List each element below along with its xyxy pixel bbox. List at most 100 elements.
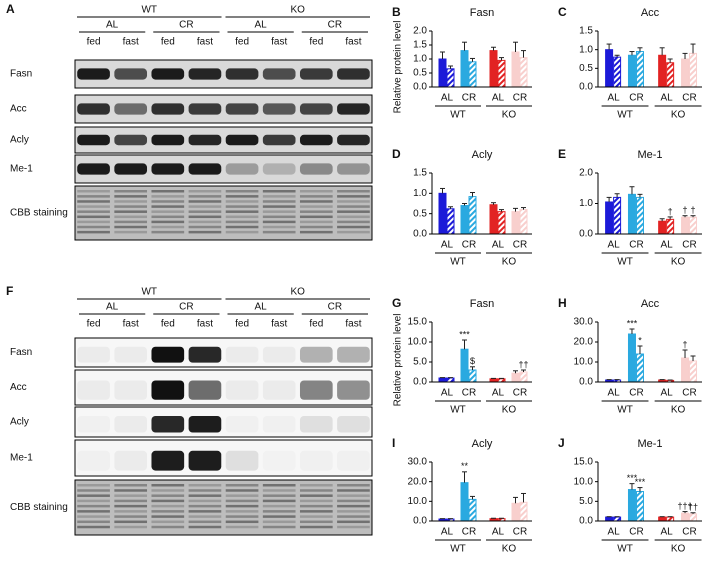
stain-band	[299, 190, 333, 193]
stain-band	[337, 489, 370, 492]
blot-strip	[74, 337, 373, 368]
stain-band	[225, 484, 259, 487]
stain-band	[77, 489, 110, 492]
band	[300, 451, 333, 471]
row-label: Me-1	[10, 164, 33, 175]
band	[77, 380, 110, 400]
stain-band	[188, 230, 222, 234]
stain-band	[262, 504, 296, 508]
stain-band	[114, 195, 148, 198]
stain-band	[151, 200, 185, 203]
x-tick-label: AL	[661, 93, 674, 104]
band	[77, 416, 110, 433]
y-tick-label: 10.0	[574, 476, 594, 487]
y-tick-label: 20.0	[574, 337, 594, 348]
band	[263, 451, 296, 471]
stain-band	[77, 499, 110, 503]
bar	[613, 196, 622, 235]
diet-label: AL	[255, 20, 268, 31]
stain-band	[299, 205, 333, 208]
y-tick-label: 0.5	[413, 68, 427, 79]
stain-band	[114, 494, 148, 497]
band	[337, 68, 370, 80]
stain-band	[188, 504, 222, 508]
stain-band	[114, 489, 148, 492]
stain-band	[225, 494, 259, 497]
stain-band	[188, 215, 222, 219]
stain-band	[151, 220, 185, 224]
stain-band	[262, 215, 296, 219]
stain-band	[151, 230, 185, 234]
diet-label: CR	[328, 302, 342, 313]
band	[188, 416, 222, 433]
stain-band	[77, 190, 110, 193]
stain-band	[337, 195, 370, 198]
band	[262, 163, 296, 175]
stain-band	[299, 499, 333, 503]
chart-title: Acc	[641, 7, 660, 19]
stain-band	[299, 220, 333, 224]
state-label: fast	[123, 37, 139, 48]
band	[299, 346, 333, 363]
y-tick-label: 5.0	[413, 357, 427, 368]
panel-letter: G	[392, 296, 401, 310]
band	[77, 451, 110, 471]
band	[299, 134, 333, 146]
y-tick-label: 10.0	[408, 496, 428, 507]
stain-band	[299, 504, 333, 508]
group-label: WT	[617, 405, 633, 416]
significance-mark: †	[683, 339, 688, 349]
y-tick-label: 1.0	[413, 188, 427, 199]
row-label: Acly	[10, 417, 29, 428]
y-tick-label: 15.0	[574, 457, 594, 468]
stain-band	[188, 190, 222, 193]
bar	[511, 372, 520, 383]
band	[188, 450, 222, 471]
x-tick-label: CR	[629, 240, 643, 251]
stain-band	[188, 195, 222, 198]
stain-band	[337, 215, 370, 219]
band	[299, 103, 333, 115]
panel-letter: F	[6, 284, 13, 298]
chart-title: Me-1	[637, 438, 662, 450]
y-tick-label: 1.5	[413, 40, 427, 51]
stain-band	[77, 215, 110, 219]
stain-band	[225, 220, 259, 224]
significance-mark: †	[683, 205, 688, 215]
diet-label: AL	[106, 20, 119, 31]
stain-band	[77, 484, 110, 487]
stain-band	[151, 195, 185, 198]
x-tick-label: CR	[682, 388, 696, 399]
state-label: fed	[161, 319, 175, 330]
band	[151, 416, 185, 433]
x-tick-label: AL	[441, 240, 454, 251]
row-label: Fasn	[10, 347, 32, 358]
y-tick-label: 0.0	[579, 377, 593, 388]
y-axis-label: Relative protein level	[393, 21, 404, 114]
stain-band	[151, 190, 185, 193]
row-label: Me-1	[10, 453, 33, 464]
bar	[666, 516, 675, 522]
band	[262, 68, 296, 80]
y-tick-label: 30.0	[408, 457, 428, 468]
band	[77, 134, 110, 146]
band	[337, 451, 370, 471]
band	[114, 346, 148, 363]
x-tick-label: CR	[462, 240, 476, 251]
chart-title: Fasn	[470, 298, 494, 310]
state-label: fast	[271, 319, 287, 330]
genotype-label: WT	[141, 287, 157, 298]
stain-band	[262, 210, 296, 213]
band	[188, 134, 222, 146]
x-tick-label: AL	[492, 527, 505, 538]
bar	[497, 59, 506, 88]
stain-band	[225, 489, 259, 492]
stain-band	[225, 195, 259, 198]
stain-band	[114, 504, 148, 508]
stain-band	[225, 230, 259, 234]
x-tick-label: CR	[629, 93, 643, 104]
stain-band	[299, 489, 333, 492]
stain-band	[151, 484, 185, 487]
chart-title: Acc	[641, 298, 660, 310]
stain-band	[299, 515, 333, 518]
